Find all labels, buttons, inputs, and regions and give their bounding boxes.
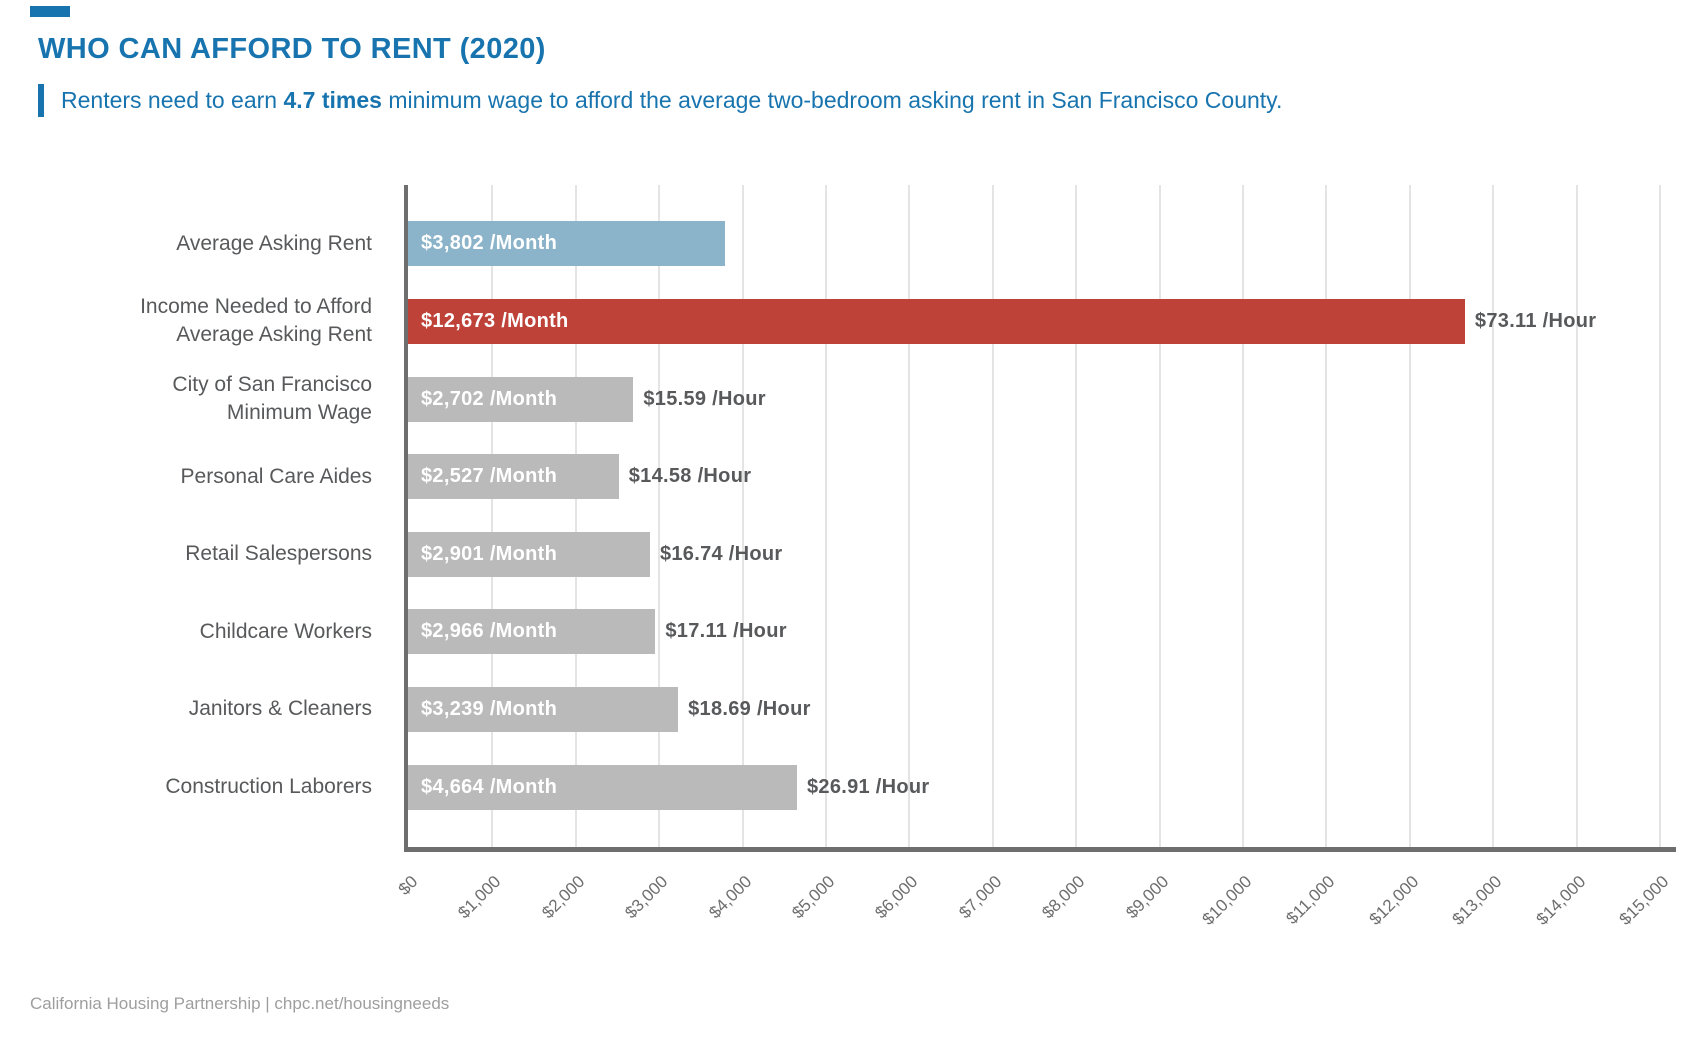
chart-row: Childcare Workers $2,966 /Month $17.11 /Ho… <box>0 593 1693 671</box>
chart-row: Average Asking Rent $3,802 /Month <box>0 205 1693 283</box>
x-axis-tick-labels: $0 $1,000 $2,000 $3,000 $4,000 $5,000 $6,000 $7… <box>395 862 1673 972</box>
subtitle-text-suffix: minimum wage to afford the average two-b… <box>381 87 1283 113</box>
bar: $2,901 /Month <box>408 531 650 577</box>
bar: $12,673 /Month <box>408 298 1465 344</box>
bar-hour-label: $16.74 /Hour <box>659 542 783 565</box>
gridline <box>991 185 994 852</box>
gridline <box>1242 185 1244 852</box>
bar-chart: Average Asking Rent $3,802 /Month Income N… <box>0 185 1693 852</box>
gridline <box>908 185 911 852</box>
gridline <box>741 185 744 852</box>
gridline <box>491 185 494 852</box>
gridline <box>1408 185 1411 852</box>
bar-track: $2,966 /Month $17.11 /Hour <box>408 609 1659 655</box>
bar-track: $2,527 /Month $14.58 /Hour <box>408 454 1659 500</box>
bar-value-label: $2,901 /Month <box>421 542 558 565</box>
category-label: Janitors & Cleaners <box>188 697 372 721</box>
brand-accent-mark <box>30 6 70 17</box>
chart-row: Janitors & Cleaners $3,239 /Month $18.69 /… <box>0 671 1693 749</box>
page-title: WHO CAN AFFORD TO RENT (2020) <box>38 33 546 65</box>
bar-value-label: $2,702 /Month <box>421 387 558 410</box>
gridline <box>1325 185 1328 852</box>
bar-track: $3,239 /Month $18.69 /Hour <box>408 687 1659 733</box>
subtitle-text-prefix: Renters need to earn <box>61 87 284 113</box>
bar-value-label: $12,673 /Month <box>421 309 569 332</box>
bar: $3,239 /Month <box>408 687 679 733</box>
bar-hour-label: $26.91 /Hour <box>806 775 930 798</box>
bar: $2,527 /Month <box>408 454 619 500</box>
category-label: Income Needed to Afford Average Asking R… <box>140 295 372 347</box>
bar: $2,702 /Month <box>408 376 634 422</box>
chart-row: Construction Laborers $4,664 /Month $26.91… <box>0 748 1693 826</box>
chart-row: City of San Francisco Minimum Wage $2,702… <box>0 360 1693 438</box>
bar-hour-label: $15.59 /Hour <box>643 387 766 410</box>
category-label: Construction Laborers <box>165 775 372 799</box>
bar-value-label: $2,527 /Month <box>421 465 558 488</box>
bar-hour-label: $14.58 /Hour <box>628 465 752 488</box>
chart-row: Retail Salespersons $2,901 /Month $16.74 /… <box>0 516 1693 594</box>
category-label: Childcare Workers <box>199 619 372 643</box>
bar: $4,664 /Month <box>408 764 797 810</box>
category-label: Average Asking Rent <box>176 231 372 255</box>
category-label: Personal Care Aides <box>180 464 372 488</box>
bar-track: $3,802 /Month <box>408 221 1659 267</box>
bar-hour-label: $17.11 /Hour <box>665 620 787 643</box>
gridline <box>825 185 827 852</box>
chart-rows: Average Asking Rent $3,802 /Month Income N… <box>0 185 1693 852</box>
category-label: Retail Salespersons <box>185 542 372 566</box>
gridline <box>658 185 661 852</box>
subtitle-text-emphasis: 4.7 times <box>283 87 382 113</box>
bar-value-label: $3,239 /Month <box>421 698 558 721</box>
bar-value-label: $3,802 /Month <box>421 232 558 255</box>
gridline <box>1075 185 1078 852</box>
gridline <box>1158 185 1161 852</box>
attribution-footer: California Housing Partnership | chpc.ne… <box>30 994 450 1013</box>
bar: $3,802 /Month <box>408 221 726 267</box>
bar-value-label: $4,664 /Month <box>421 775 558 798</box>
category-label: City of San Francisco Minimum Wage <box>172 372 372 425</box>
bar-track: $2,901 /Month $16.74 /Hour <box>408 531 1659 577</box>
bar: $2,966 /Month <box>408 609 656 655</box>
chart-gridlines <box>408 185 1661 852</box>
gridline <box>1575 185 1578 852</box>
x-axis-line <box>404 847 1676 852</box>
y-axis-line <box>404 185 408 852</box>
bar-track: $12,673 /Month $73.11 /Hour <box>408 298 1659 344</box>
chart-row: Income Needed to Afford Average Asking R… <box>0 283 1693 361</box>
gridline <box>1659 185 1661 852</box>
gridline <box>1492 185 1495 852</box>
bar-hour-label: $73.11 /Hour <box>1474 309 1597 332</box>
chart-subtitle: Renters need to earn 4.7 times minimum w… <box>38 84 1282 117</box>
bar-value-label: $2,966 /Month <box>421 620 558 643</box>
gridline <box>574 185 577 852</box>
bar-track: $4,664 /Month $26.91 /Hour <box>408 764 1659 810</box>
bar-track: $2,702 /Month $15.59 /Hour <box>408 376 1659 422</box>
bar-hour-label: $18.69 /Hour <box>688 698 811 721</box>
chart-row: Personal Care Aides $2,527 /Month $14.58 /… <box>0 438 1693 516</box>
